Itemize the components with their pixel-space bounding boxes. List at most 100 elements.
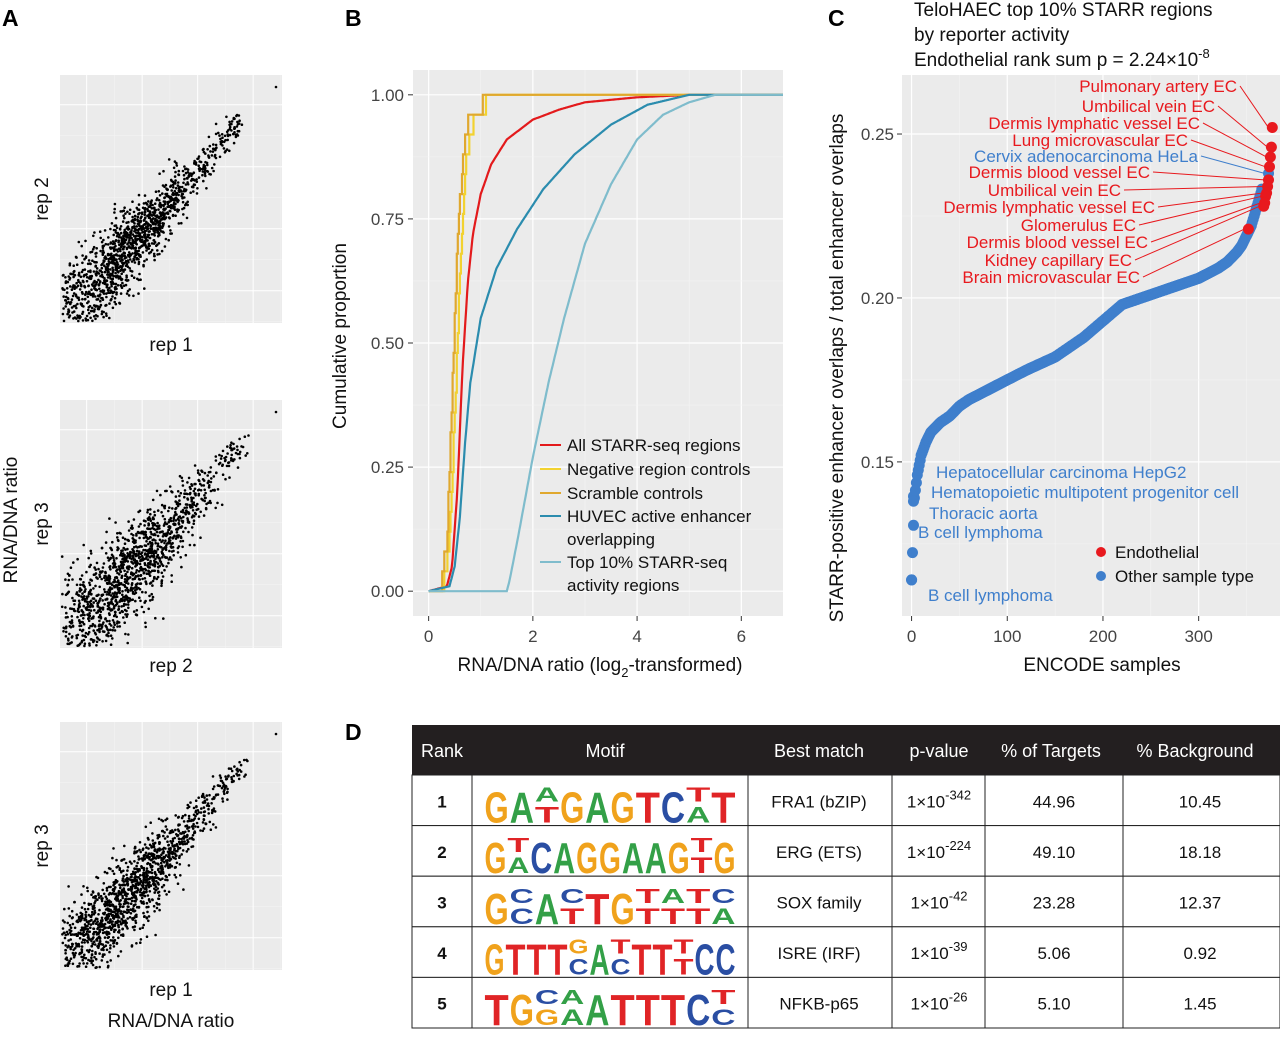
scatter-point <box>77 942 80 946</box>
scatter-point <box>180 837 183 841</box>
scatter-point <box>147 607 150 611</box>
scatter-point <box>121 919 125 923</box>
scatter-point <box>90 945 94 948</box>
scatter-point <box>186 827 189 830</box>
scatter-point <box>161 192 164 195</box>
scatter-point <box>76 557 79 561</box>
scatter-point <box>178 863 182 866</box>
scatter-point <box>124 212 127 215</box>
scatter-point <box>234 451 238 455</box>
scatter-point <box>156 562 160 565</box>
scatter-point <box>220 454 223 458</box>
scatter-point <box>186 803 190 807</box>
x-tick-label: 2 <box>528 627 537 646</box>
scatter-point <box>89 599 93 603</box>
scatter-point <box>117 565 121 568</box>
scatter-point <box>105 598 109 601</box>
scatter-point <box>207 486 211 489</box>
scatter-point <box>114 576 117 579</box>
scatter-point <box>62 319 66 323</box>
scatter-point <box>126 565 129 568</box>
table-cell-best-match: ISRE (IRF) <box>777 944 860 963</box>
scatter-point <box>123 231 126 235</box>
scatter-point <box>204 822 207 825</box>
panel-b-xlabel-subscript: 2 <box>621 665 628 680</box>
scatter-point <box>92 245 96 249</box>
scatter-point <box>133 909 137 913</box>
scatter-point <box>130 532 133 536</box>
scatter-point <box>163 541 166 545</box>
scatter-point <box>193 159 196 163</box>
motif-logo: GATGAGTCAT G A TA G A G T C AT T <box>485 784 736 833</box>
motif-letter-minor: A <box>661 886 685 908</box>
scatter-point <box>202 806 206 809</box>
scatter-point <box>83 644 86 648</box>
panel-b-xlabel-tail: -transformed) <box>628 655 742 676</box>
scatter-point <box>92 315 96 318</box>
scatter-point <box>152 904 156 908</box>
scatter-point <box>66 964 70 967</box>
scatter-point <box>132 545 136 549</box>
scatter-point <box>211 808 214 812</box>
scatter-point <box>147 209 150 213</box>
scatter-point <box>174 179 177 182</box>
motif-logo: GACAGGAAGTG G AT C A G G A A G TT G <box>485 834 736 883</box>
scatter-point <box>98 930 102 933</box>
motif-letter-minor: T <box>636 886 660 908</box>
scatter-point <box>113 591 117 595</box>
scatter-point <box>131 907 135 910</box>
scatter-point <box>138 509 142 513</box>
motif-letter: T <box>661 904 686 929</box>
scatter-point <box>123 228 126 232</box>
scatter-point <box>142 571 146 574</box>
scatter-point <box>140 235 144 239</box>
scatter-point <box>77 280 80 284</box>
scatter-point <box>145 916 148 919</box>
scatter-point <box>114 610 117 614</box>
scatter-point <box>214 506 217 510</box>
scatter-point <box>143 524 146 527</box>
scatter-point <box>224 138 227 142</box>
panel-c-title-exponent: -8 <box>1198 46 1210 61</box>
scatter-point <box>159 866 162 870</box>
scatter-point <box>202 484 206 487</box>
scatter-point <box>186 200 189 204</box>
scatter-point <box>73 287 76 291</box>
scatter-point <box>188 543 192 547</box>
scatter-point <box>71 625 75 628</box>
scatter-point <box>208 484 211 487</box>
scatter-point <box>163 546 167 549</box>
motif-letter-minor: T <box>711 987 735 1009</box>
scatter-point <box>129 876 132 879</box>
scatter-point <box>137 292 140 295</box>
scatter-point <box>138 890 142 894</box>
scatter-point <box>236 123 240 126</box>
scatter-point <box>85 570 88 574</box>
scatter-point <box>163 855 166 859</box>
scatter-point <box>173 181 177 185</box>
scatter-point <box>233 458 236 461</box>
scatter-point <box>153 849 156 852</box>
scatter-point <box>170 580 173 583</box>
p-value-base: 1×10 <box>910 944 948 963</box>
scatter-point <box>167 561 170 565</box>
scatter-point <box>99 610 103 613</box>
scatter-point <box>154 885 158 888</box>
scatter-point <box>183 189 187 192</box>
scatter-point <box>120 574 124 578</box>
scatter-point <box>197 811 201 814</box>
scatter-point <box>136 574 140 578</box>
scatter-point <box>192 519 196 522</box>
scatter-point <box>68 285 72 288</box>
scatter-point <box>224 775 227 778</box>
scatter-point <box>200 795 204 798</box>
scatter-point <box>86 927 90 931</box>
scatter-point <box>83 923 87 926</box>
scatter-point <box>201 821 205 824</box>
scatter-point <box>123 254 127 258</box>
scatter-point <box>84 293 87 297</box>
scatter-point <box>118 909 121 913</box>
scatter-point <box>165 544 168 547</box>
scatter-point <box>207 471 211 474</box>
